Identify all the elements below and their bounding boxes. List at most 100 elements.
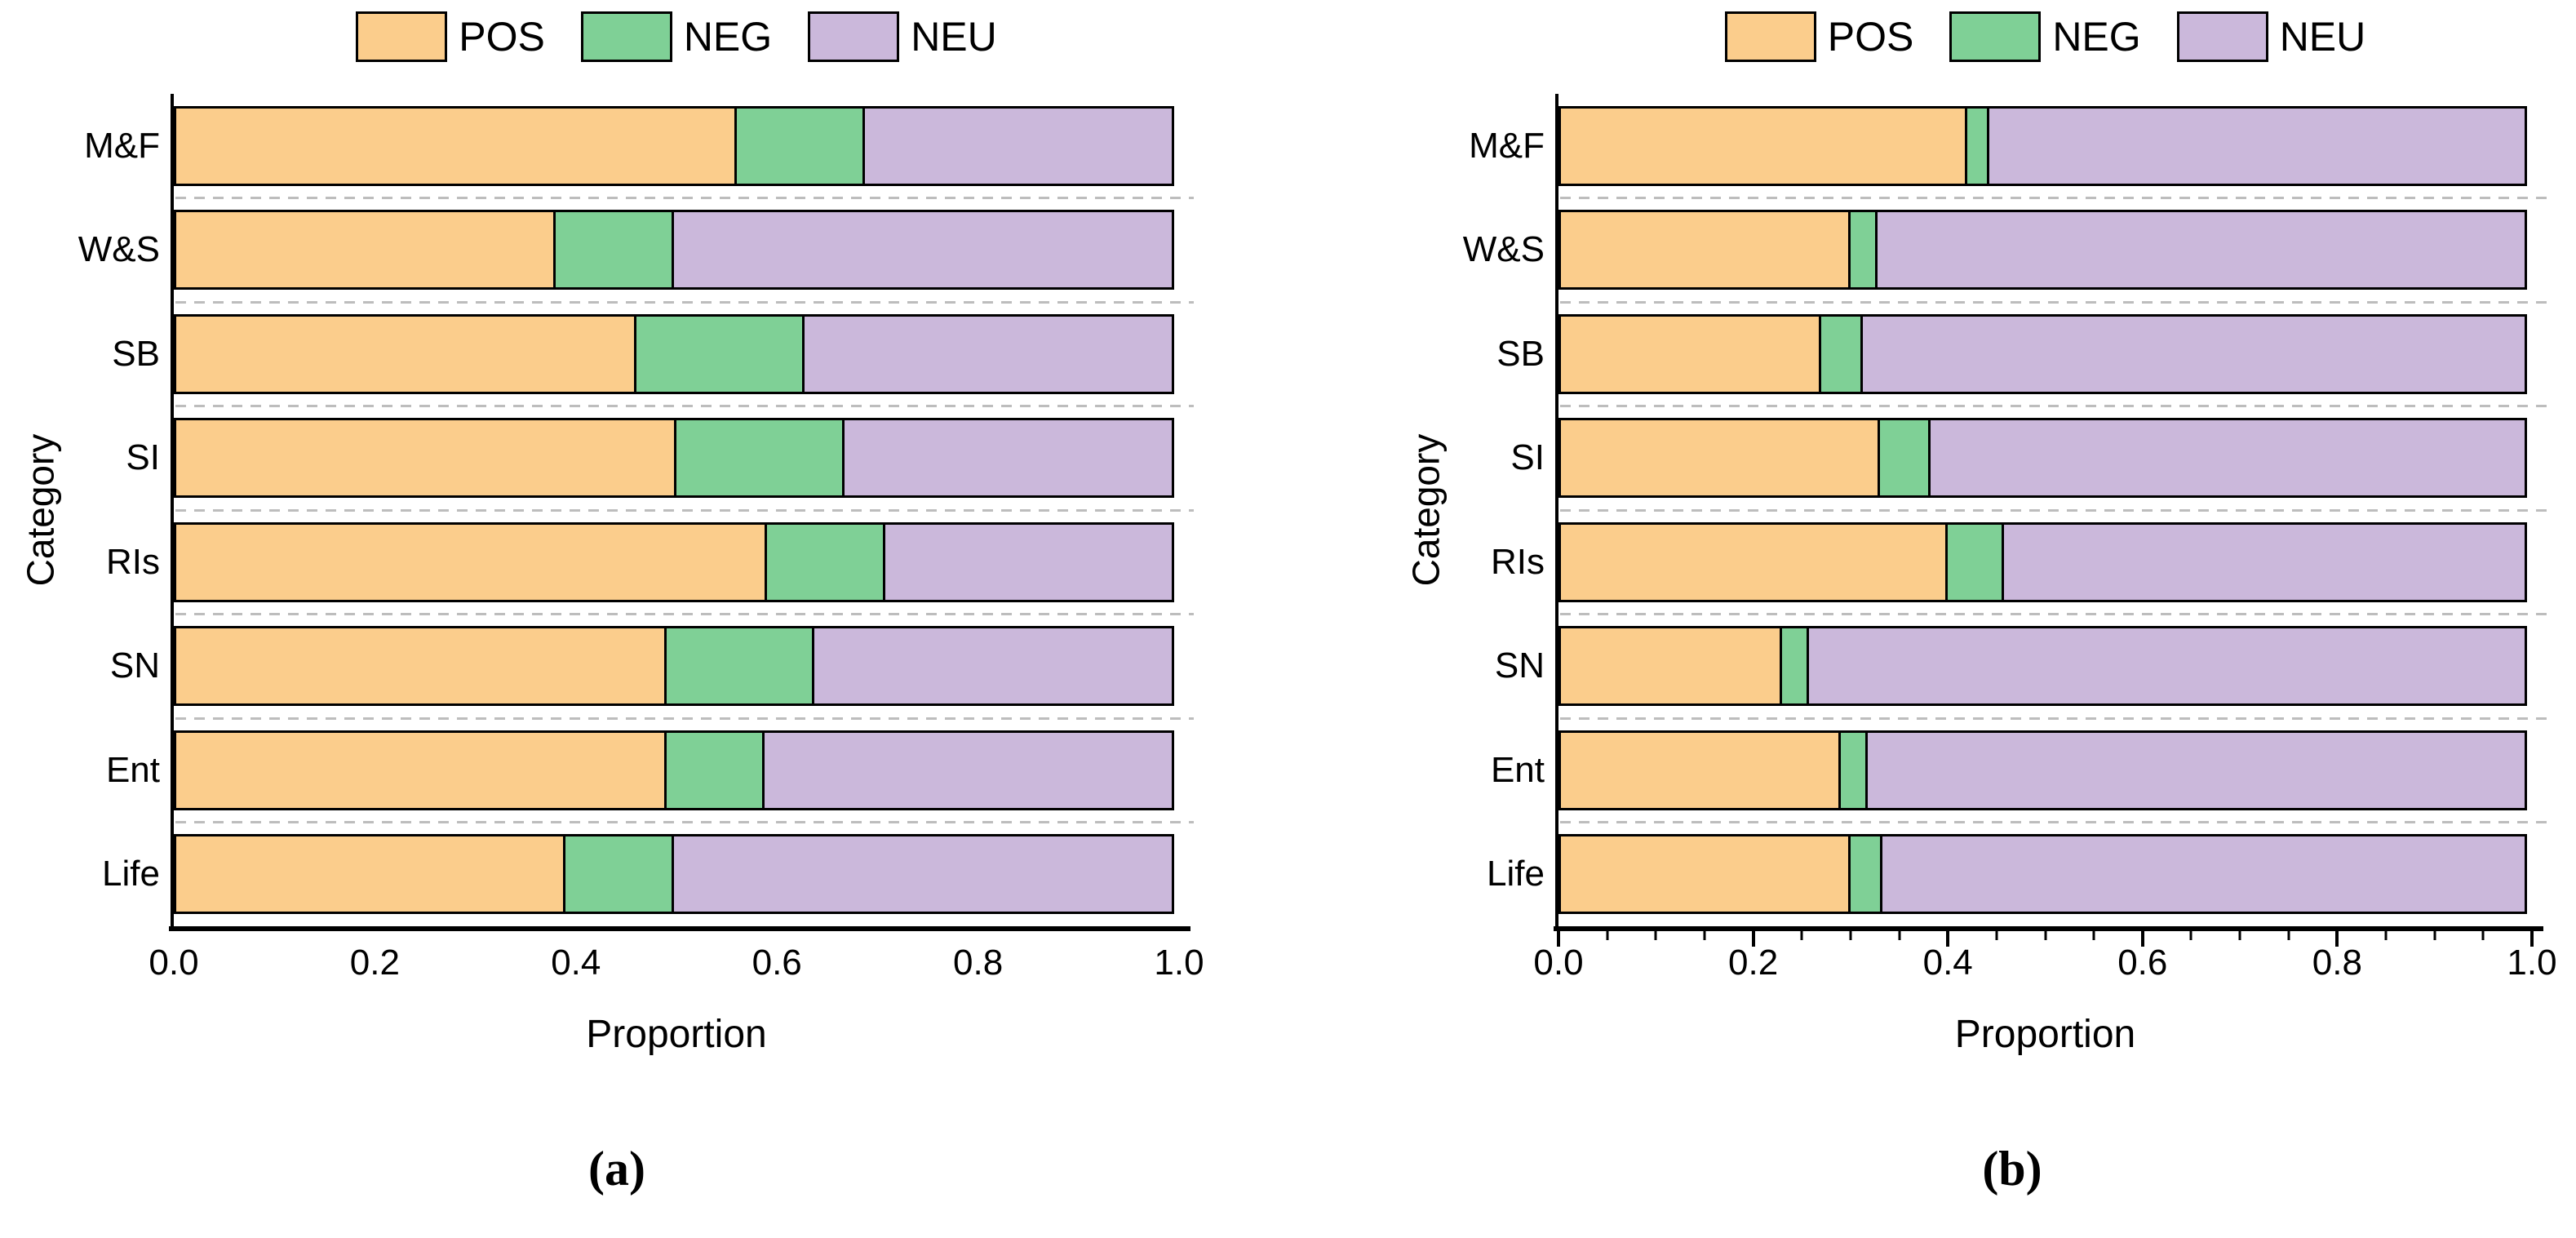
bar-segment-neg: [1780, 626, 1810, 707]
bar-segment-neu: [1807, 626, 2527, 707]
bar-segment-neg: [663, 730, 765, 810]
row-separator: [1560, 405, 2547, 407]
legend-label-neg: NEG: [683, 14, 773, 60]
legend-label-neu: NEU: [911, 14, 997, 60]
bar-segment-neg: [1847, 834, 1882, 915]
bar-row-W&S: [174, 210, 1179, 291]
x-major-tick: [1751, 931, 1755, 947]
legend-a: POS NEG NEU: [174, 11, 1179, 62]
row-separator: [1560, 717, 2547, 720]
bar-segment-neu: [882, 521, 1174, 602]
bar-row-SN: [174, 626, 1179, 707]
x-tick-label: 0.0: [149, 943, 199, 983]
subfigure-caption-b: (b): [1982, 1142, 2042, 1196]
x-tick-label: 0.6: [2117, 943, 2168, 983]
x-major-tick: [1557, 931, 1560, 947]
bar-row-Ent: [174, 730, 1179, 810]
x-major-tick: [2140, 931, 2144, 947]
bar-segment-neu: [671, 210, 1174, 291]
row-separator: [175, 613, 1194, 615]
x-minor-tick: [1654, 931, 1657, 940]
bar-segment-neg: [1847, 210, 1878, 291]
x-minor-tick: [1849, 931, 1852, 940]
bar-segment-pos: [174, 834, 566, 915]
bar-segment-pos: [1558, 730, 1841, 810]
category-tick-label: W&S: [1462, 229, 1545, 270]
x-minor-tick: [1800, 931, 1803, 940]
bar-segment-neg: [563, 834, 674, 915]
bar-segment-pos: [174, 313, 636, 394]
category-tick-label: Life: [1487, 854, 1545, 894]
row-separator: [1560, 300, 2547, 304]
bar-segment-pos: [1558, 210, 1851, 291]
bar-row-M&F: [1558, 105, 2532, 186]
x-axis-title-a: Proportion: [586, 1013, 767, 1056]
bar-segment-neg: [764, 521, 885, 602]
legend-item-pos: POS: [1724, 11, 1914, 62]
bar-segment-pos: [1558, 105, 1968, 186]
category-tick-label: M&F: [1469, 125, 1545, 166]
bar-segment-neu: [842, 418, 1174, 499]
x-axis-spine-b: [1554, 926, 2543, 931]
x-minor-tick: [2433, 931, 2436, 940]
y-axis-spine-b: [1555, 94, 1558, 931]
bar-segment-pos: [1558, 521, 1949, 602]
bar-segment-neg: [1819, 313, 1863, 394]
x-axis-spine-a: [169, 926, 1190, 931]
bar-segment-neg: [1838, 730, 1868, 810]
bar-segment-neg: [633, 313, 805, 394]
subfigure-caption-a: (a): [588, 1142, 645, 1196]
bar-row-W&S: [1558, 210, 2532, 291]
x-tick-label: 0.4: [551, 943, 601, 983]
bar-segment-neu: [1864, 730, 2527, 810]
category-tick-label: SB: [1496, 333, 1545, 374]
bar-row-SN: [1558, 626, 2532, 707]
row-separator: [175, 300, 1194, 304]
row-separator: [175, 405, 1194, 407]
bar-segment-pos: [1558, 626, 1783, 707]
row-separator: [1560, 821, 2547, 823]
x-minor-tick: [1898, 931, 1901, 940]
bar-segment-pos: [174, 521, 767, 602]
x-tick-label: 0.8: [2312, 943, 2362, 983]
bar-segment-pos: [174, 730, 667, 810]
bar-segment-pos: [1558, 313, 1822, 394]
x-minor-tick: [1995, 931, 1998, 940]
row-separator: [175, 717, 1194, 720]
row-separator: [175, 508, 1194, 512]
plot-area-a: [174, 94, 1194, 926]
bar-segment-pos: [174, 210, 556, 291]
category-tick-label: RIs: [1491, 541, 1545, 582]
bar-segment-neg: [734, 105, 866, 186]
bar-segment-neu: [671, 834, 1174, 915]
legend-item-neu: NEU: [808, 11, 997, 62]
bar-row-SB: [1558, 313, 2532, 394]
bar-segment-neu: [802, 313, 1174, 394]
legend-label-pos: POS: [1827, 14, 1914, 60]
category-labels-a: M&F W&S SB SI RIs SN Ent Life: [0, 94, 160, 926]
y-axis-spine-a: [171, 94, 174, 931]
category-tick-label: Life: [102, 854, 160, 894]
bar-segment-neu: [1986, 105, 2527, 186]
bar-segment-pos: [174, 626, 667, 707]
x-tick-label: 1.0: [1154, 943, 1204, 983]
bar-segment-pos: [174, 105, 737, 186]
bar-segment-neu: [2001, 521, 2527, 602]
x-minor-tick: [2092, 931, 2095, 940]
bar-row-SI: [174, 418, 1179, 499]
bar-segment-neu: [812, 626, 1174, 707]
legend-item-pos: POS: [356, 11, 545, 62]
row-separator: [1560, 197, 2547, 199]
legend-swatch-pos: [356, 11, 448, 62]
x-axis-title-b: Proportion: [1954, 1013, 2136, 1056]
bar-row-Life: [1558, 834, 2532, 915]
legend-b: POS NEG NEU: [1558, 11, 2532, 62]
category-tick-label: W&S: [78, 229, 160, 270]
bar-segment-neu: [1874, 210, 2527, 291]
x-tick-label: 1.0: [2507, 943, 2557, 983]
x-major-tick: [2335, 931, 2339, 947]
legend-swatch-neg: [1949, 11, 2042, 62]
category-tick-label: SB: [112, 333, 160, 374]
legend-item-neu: NEU: [2176, 11, 2365, 62]
